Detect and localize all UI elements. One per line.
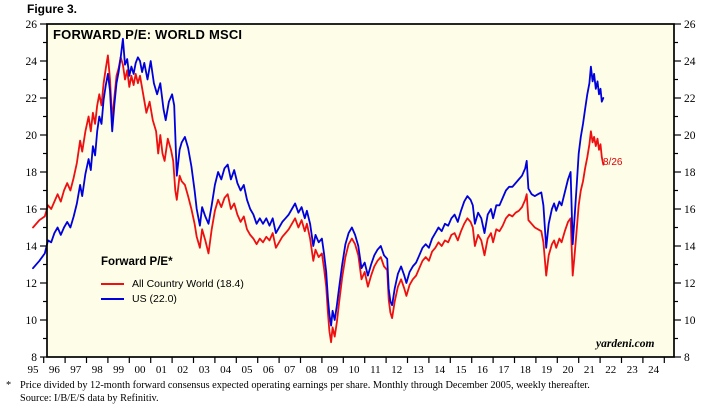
x-axis-label: 01 (156, 364, 167, 376)
y-axis-label-left: 12 (26, 278, 38, 290)
x-axis-label: 09 (327, 364, 339, 376)
x-axis-label: 02 (177, 364, 188, 376)
x-axis-label: 03 (199, 364, 211, 376)
x-axis-label: 12 (391, 364, 402, 376)
x-axis-label: 22 (605, 364, 616, 376)
legend-item-us: US (22.0) (101, 291, 244, 306)
y-axis-label-left: 26 (26, 19, 38, 31)
legend-label-acw: All Country World (18.4) (132, 277, 244, 290)
plot-border (46, 23, 675, 358)
chart-title: FORWARD P/E: WORLD MSCI (53, 27, 243, 42)
x-axis-label: 06 (263, 364, 275, 376)
y-axis-label-right: 20 (684, 130, 696, 142)
legend-label-us: US (22.0) (132, 292, 177, 305)
y-axis-label-left: 16 (26, 204, 38, 216)
series-line-acw (32, 54, 605, 344)
y-axis-label-left: 14 (26, 241, 38, 253)
x-axis-label: 17 (498, 364, 510, 376)
x-axis-label: 15 (456, 364, 468, 376)
x-axis-label: 98 (92, 364, 104, 376)
y-axis-label-right: 22 (684, 93, 696, 105)
x-axis-label: 19 (541, 364, 553, 376)
x-axis-label: 24 (648, 364, 660, 376)
legend-item-all-country-world: All Country World (18.4) (101, 276, 244, 291)
footnote: * Price divided by 12-month forward cons… (6, 380, 590, 406)
x-axis-label: 13 (413, 364, 425, 376)
acw-line-swatch (101, 282, 124, 285)
x-axis-label: 07 (284, 364, 296, 376)
x-axis-label: 20 (563, 364, 575, 376)
y-axis-label-left: 20 (26, 130, 38, 142)
footnote-definition: * Price divided by 12-month forward cons… (6, 380, 590, 393)
x-axis-label: 23 (627, 364, 639, 376)
figure-label: Figure 3. (27, 2, 78, 16)
plot-area (47, 24, 674, 357)
y-axis-label-left: 22 (26, 93, 38, 105)
footnote-definition-text: Price divided by 12-month forward consen… (20, 380, 590, 391)
series-line-us (32, 37, 605, 327)
y-axis-label-right: 26 (684, 19, 696, 31)
x-axis-label: 16 (477, 364, 489, 376)
x-axis-label: 95 (28, 364, 40, 376)
x-axis-label: 05 (242, 364, 254, 376)
y-axis-label-right: 18 (684, 167, 696, 179)
x-axis-label: 04 (220, 364, 232, 376)
y-axis-label-right: 24 (684, 56, 696, 68)
y-axis-label-left: 24 (26, 56, 38, 68)
x-axis-label: 00 (135, 364, 147, 376)
y-axis-label-left: 10 (26, 315, 38, 327)
us-line-swatch (101, 297, 124, 300)
footnote-asterisk: * (6, 380, 12, 391)
y-axis-label-right: 8 (684, 352, 690, 364)
y-axis-label-right: 12 (684, 278, 696, 290)
legend-header: Forward P/E* (101, 256, 173, 268)
last-date-annotation: 8/26 (603, 157, 623, 168)
x-axis-label: 11 (370, 364, 381, 376)
y-axis-label-right: 14 (684, 241, 696, 253)
x-axis-label: 08 (306, 364, 318, 376)
y-axis-label-right: 10 (684, 315, 696, 327)
y-axis-label-left: 8 (31, 352, 37, 364)
footnote-source: Source: I/B/E/S data by Refinitiv. (20, 392, 159, 404)
x-axis-label: 96 (49, 364, 61, 376)
yardeni-watermark: yardeni.com (596, 338, 655, 350)
x-axis-label: 97 (70, 364, 82, 376)
y-axis-label-left: 18 (26, 167, 38, 179)
x-axis-label: 14 (434, 364, 446, 376)
x-axis-label: 99 (113, 364, 125, 376)
x-axis-label: 18 (520, 364, 532, 376)
chart-legend: Forward P/E* All Country World (18.4) US… (101, 256, 244, 306)
x-axis-label: 10 (349, 364, 361, 376)
y-axis-label-right: 16 (684, 204, 696, 216)
x-axis-label: 21 (584, 364, 595, 376)
